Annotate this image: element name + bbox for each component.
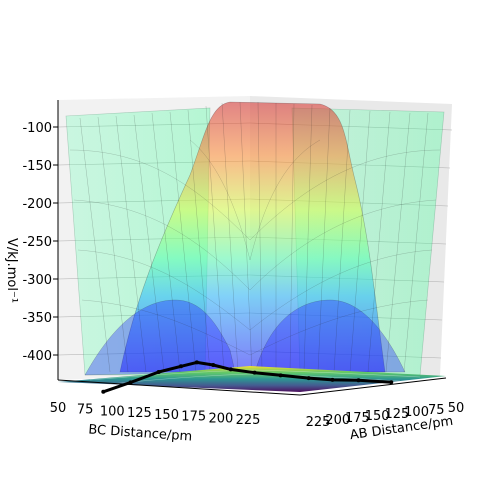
trajectory-layer [101,360,394,394]
x-tick-label: 175 [181,410,206,425]
z-tick-label: -350 [22,311,52,326]
y-axis-line [299,377,447,396]
x-tick-label: 225 [236,413,261,428]
x-tick-label: 50 [50,401,67,416]
trajectory-point [356,378,361,383]
trajectory-point [389,380,394,385]
x-axis-label: BC Distance/pm [88,422,193,444]
trajectory-point [306,376,311,381]
y-tick-label: 75 [428,403,445,418]
axes-frame [57,100,447,396]
y-tick-label: 50 [448,401,465,416]
z-tick-label: -200 [22,197,52,212]
x-tick-label: 150 [154,408,179,423]
y-tick-label: 200 [325,413,350,428]
trajectory-point [101,389,106,394]
surface [65,101,445,377]
floor-plane [58,366,446,392]
trajectory-point [156,369,161,374]
x-tick-label: 100 [100,404,125,419]
x-tick-label: 200 [208,411,233,426]
trajectory-point [330,377,335,382]
trajectory-point [278,373,283,378]
z-tick-label: -300 [22,273,52,288]
z-tick-label: -250 [22,235,52,250]
trajectory-point [211,362,216,367]
surface-central-peak [119,101,386,373]
x-axis-line [57,379,301,396]
z-tick-label: -150 [22,159,52,174]
trajectory-point [252,370,257,375]
z-axis-ticks: -100 -150 -200 -250 -300 -350 -400 [22,121,58,364]
y-tick-label: 100 [404,405,429,420]
x-axis-ticks: 50 75 100 125 150 175 200 225 [50,401,261,428]
trajectory-point [128,380,133,385]
x-tick-label: 75 [77,403,94,418]
y-tick-label: 125 [384,407,409,422]
z-tick-label: -100 [22,121,52,136]
surface-right-lobe [254,299,406,373]
y-tick-label: 225 [306,415,331,430]
trajectory-point [179,364,184,369]
y-tick-label: 175 [345,411,370,426]
x-tick-label: 125 [127,406,152,421]
trajectory-point [194,360,199,365]
y-tick-label: 150 [365,409,390,424]
surface-left-lobe [84,299,236,376]
trajectory-point [228,367,233,372]
z-tick-label: -400 [22,349,52,364]
z-axis-label: V/kJ.mol⁻¹ [4,238,19,303]
